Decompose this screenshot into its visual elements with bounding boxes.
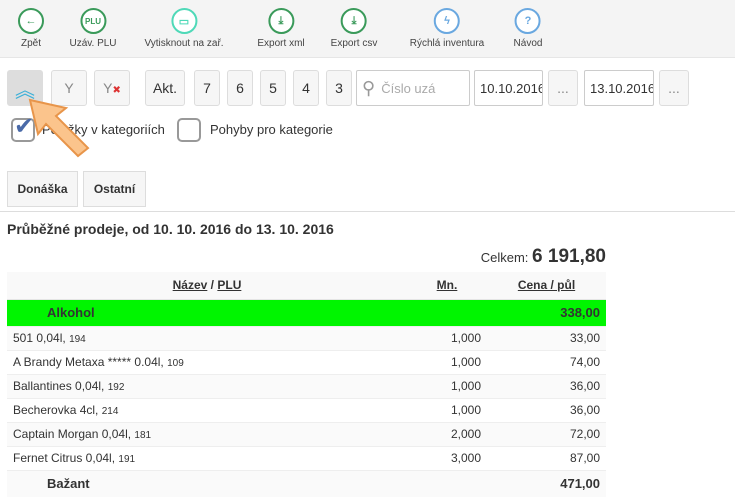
toolbar-button-2[interactable]: ▭ Vytisknout na zař. bbox=[144, 8, 224, 49]
toolbar-button-0[interactable]: ← Zpět bbox=[18, 8, 44, 49]
pointer-arrow-icon bbox=[28, 98, 90, 158]
toolbar bbox=[0, 0, 735, 58]
clear-filter-button[interactable]: Y✖ bbox=[94, 70, 130, 106]
table-row[interactable]: Becherovka 4cl, 214 1,000 36,00 bbox=[7, 397, 606, 422]
question-icon: ? bbox=[515, 8, 541, 34]
checkbox-movements-for-categories[interactable] bbox=[177, 118, 201, 142]
table-row[interactable]: Captain Morgan 0,04l, 181 2,000 72,00 bbox=[7, 421, 606, 446]
tab-ostatni[interactable]: Ostatní bbox=[83, 171, 146, 207]
table-row[interactable]: Fernet Citrus 0,04l, 191 3,000 87,00 bbox=[7, 445, 606, 470]
date-from-picker[interactable]: ... bbox=[548, 70, 578, 106]
collapse-button[interactable]: ︽ bbox=[7, 70, 43, 106]
period-button-4[interactable]: 4 bbox=[293, 70, 319, 106]
search-icon: ⚲ bbox=[362, 77, 376, 98]
checkbox-label: Pohyby pro kategorie bbox=[210, 122, 333, 137]
tab-donaska[interactable]: Donáška bbox=[7, 171, 78, 207]
sales-table: Název / PLU Mn. Cena / půl Alkohol 338,00… bbox=[7, 272, 606, 497]
search-input[interactable]: ⚲ Číslo uzá bbox=[356, 70, 470, 106]
date-to-picker[interactable]: ... bbox=[659, 70, 689, 106]
filter-button[interactable]: Y bbox=[51, 70, 87, 106]
check-icon: ✔ bbox=[14, 113, 35, 140]
period-button-5[interactable]: 5 bbox=[260, 70, 286, 106]
download-xml-icon: ⤓ bbox=[267, 8, 294, 34]
category-row[interactable]: Alkohol 338,00 bbox=[7, 299, 606, 326]
date-from-input[interactable]: 10.10.2016 bbox=[474, 70, 543, 106]
toolbar-button-4[interactable]: ⤓ Export csv bbox=[331, 8, 377, 49]
toolbar-button-5[interactable]: ϟ Rýchlá inventura bbox=[410, 8, 484, 49]
period-button-7[interactable]: 7 bbox=[194, 70, 220, 106]
filter-remove-icon: Y✖ bbox=[103, 80, 121, 96]
table-row[interactable]: Ballantines 0,04l, 192 1,000 36,00 bbox=[7, 373, 606, 398]
header-price[interactable]: Cena / půl bbox=[487, 272, 606, 300]
table-row[interactable]: A Brandy Metaxa ***** 0.04l, 109 1,000 74,… bbox=[7, 349, 606, 374]
checkbox-items-in-categories[interactable]: ✔ bbox=[11, 113, 35, 142]
double-chevron-up-icon: ︽ bbox=[15, 79, 35, 102]
toolbar-button-1[interactable]: PLU Uzáv. PLU bbox=[69, 8, 117, 49]
period-button-3[interactable]: 3 bbox=[326, 70, 352, 106]
divider bbox=[0, 211, 735, 212]
lightning-icon: ϟ bbox=[433, 8, 460, 34]
total: Celkem: 6 191,80 bbox=[480, 246, 606, 267]
period-button-6[interactable]: 6 bbox=[227, 70, 253, 106]
header-name[interactable]: Název / PLU bbox=[7, 272, 407, 300]
page-title: Průběžné prodeje, od 10. 10. 2016 do 13.… bbox=[7, 221, 334, 237]
toolbar-button-6[interactable]: ? Návod bbox=[514, 8, 542, 49]
print-device-icon: ▭ bbox=[171, 8, 197, 34]
table-row[interactable]: 501 0,04l, 194 1,000 33,00 bbox=[7, 325, 606, 350]
akt-button[interactable]: Akt. bbox=[145, 70, 185, 106]
toolbar-button-3[interactable]: ⤓ Export xml bbox=[257, 8, 305, 49]
date-to-input[interactable]: 13.10.2016 bbox=[584, 70, 654, 106]
header-qty[interactable]: Mn. bbox=[407, 272, 487, 300]
plu-check-icon: PLU bbox=[80, 8, 106, 34]
category-row[interactable]: Bažant 471,00 bbox=[7, 469, 606, 497]
download-csv-icon: ⤓ bbox=[341, 8, 367, 34]
arrow-left-icon: ← bbox=[18, 8, 44, 34]
filter-icon: Y bbox=[64, 80, 74, 96]
